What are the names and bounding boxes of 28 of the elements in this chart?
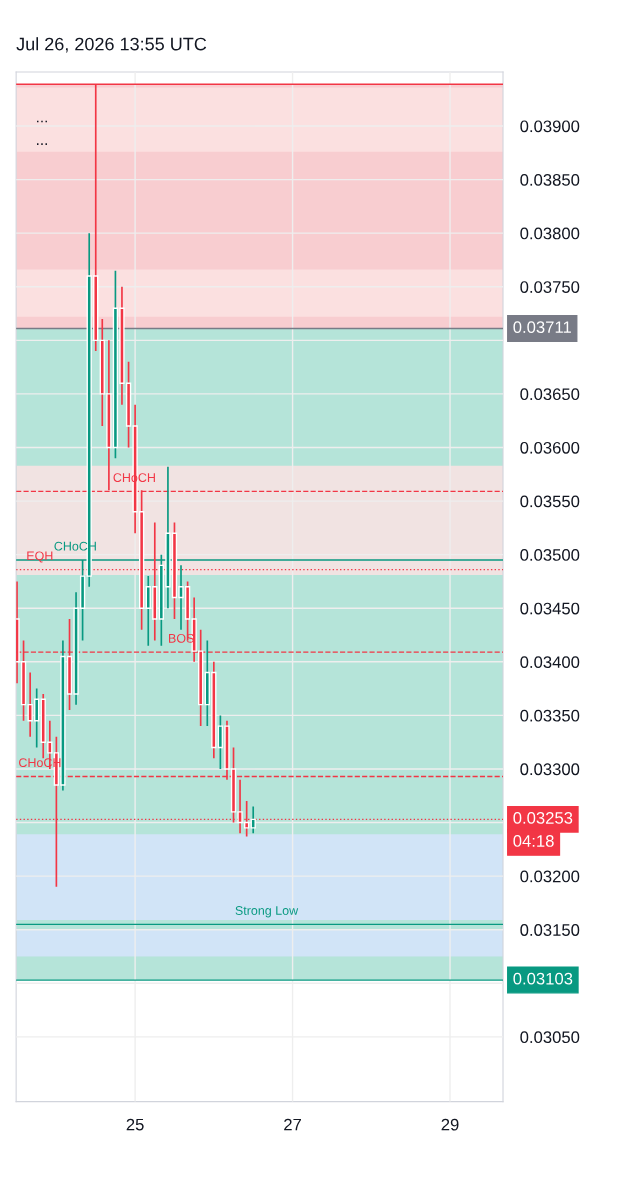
y-tick-label: 0.03200 xyxy=(520,870,580,883)
annotation: ... xyxy=(37,120,47,123)
y-tick-label: 0.03750 xyxy=(520,281,580,293)
y-tick-label: 0.03400 xyxy=(520,656,580,669)
x-tick-label: 25 xyxy=(126,1118,144,1131)
ref-line-label: 0.03253 xyxy=(513,812,573,824)
ref-line-label: 0.03711 xyxy=(513,321,571,334)
y-tick-label: 0.03150 xyxy=(520,924,580,936)
chart-subtitle: Jul 26, 2026 13:55 UTC xyxy=(16,37,207,53)
annotation: ... xyxy=(37,143,47,145)
y-tick-label: 0.03500 xyxy=(520,549,580,561)
x-tick-label: 29 xyxy=(441,1118,459,1131)
candlestick xyxy=(250,805,256,835)
y-tick-label: 0.03300 xyxy=(520,763,580,776)
y-tick-label: 0.03850 xyxy=(520,173,580,186)
x-tick-label: 27 xyxy=(284,1118,301,1131)
ref-line-label: 0.03103 xyxy=(513,972,573,985)
y-tick-label: 0.03600 xyxy=(520,441,580,454)
y-tick-label: 0.03450 xyxy=(520,602,580,615)
y-tick-label: 0.03650 xyxy=(520,388,580,401)
annotation: BOS xyxy=(169,633,194,643)
y-tick-label: 0.03550 xyxy=(520,495,580,508)
y-tick-label: 0.03900 xyxy=(520,120,580,133)
y-tick-label: 0.03800 xyxy=(520,227,580,240)
y-tick-label: 0.03350 xyxy=(520,709,580,722)
annotation: Strong Low xyxy=(235,906,299,918)
text: 04:18 xyxy=(513,835,554,847)
y-tick-label: 0.03050 xyxy=(520,1031,580,1044)
